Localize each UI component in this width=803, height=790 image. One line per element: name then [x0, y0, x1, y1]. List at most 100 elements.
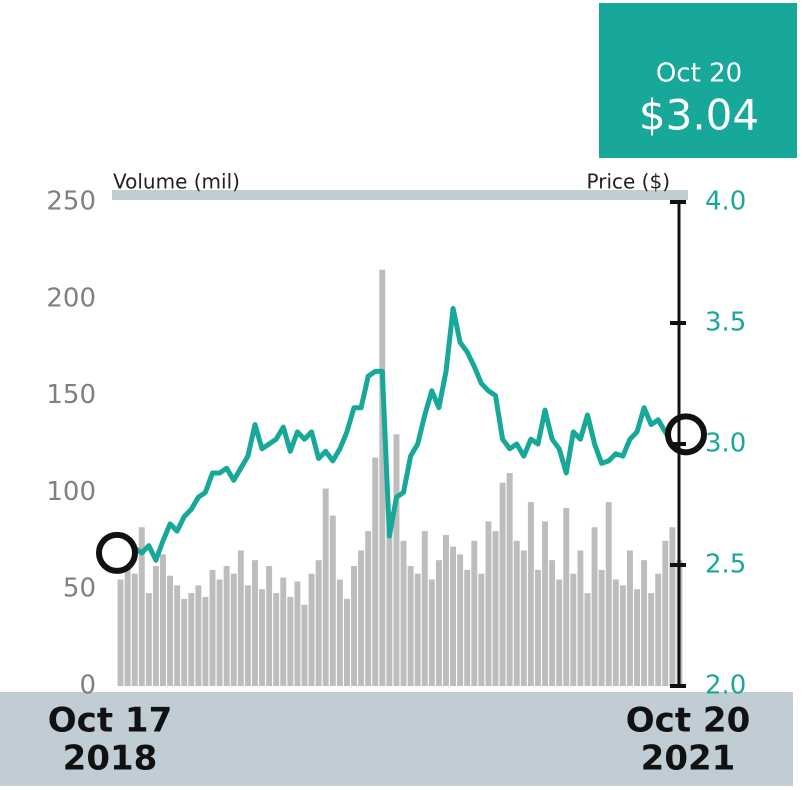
x-tick-label: Oct 20 [626, 701, 750, 741]
volume-bar [421, 531, 428, 686]
volume-bar [428, 579, 435, 686]
volume-bar [280, 577, 287, 686]
volume-bar [167, 575, 174, 686]
volume-bar [634, 589, 640, 686]
volume-bar [365, 531, 372, 686]
volume-bar [527, 502, 534, 686]
volume-bar [478, 573, 485, 686]
volume-bar [563, 507, 570, 686]
y-tick-label: 50 [63, 574, 96, 604]
volume-bar [584, 593, 591, 686]
volume-bar [435, 560, 442, 686]
volume-bar [648, 593, 655, 686]
volume-bar [400, 540, 407, 686]
volume-bar [407, 565, 414, 686]
volume-bar [372, 457, 379, 686]
volume-bar [513, 540, 520, 686]
volume-bar [152, 565, 159, 686]
y-tick-label: 0 [79, 671, 96, 701]
volume-bar [598, 569, 605, 686]
volume-bar [464, 569, 471, 686]
volume-bar [506, 473, 513, 686]
volume-bar [379, 269, 386, 686]
volume-bar [655, 573, 662, 686]
y2-axis-label: Price ($) [587, 170, 670, 194]
y-tick-label: 250 [46, 187, 96, 217]
y-tick-label: 100 [46, 477, 96, 507]
header-box [599, 3, 797, 158]
volume-bar [358, 550, 365, 686]
volume-bar [619, 585, 626, 686]
volume-bar [209, 569, 216, 686]
volume-bar [393, 434, 400, 686]
y2-tick-label: 3.5 [705, 308, 746, 338]
volume-bar [138, 527, 145, 686]
end-marker [96, 531, 138, 574]
y2-tick-label: 3.0 [705, 429, 746, 459]
volume-bar [492, 531, 499, 686]
volume-bar [315, 560, 322, 686]
x-tick-label: 2021 [641, 739, 736, 779]
volume-bar [329, 515, 336, 686]
volume-bar [450, 546, 457, 686]
volume-bar [542, 521, 549, 686]
volume-bar [124, 546, 131, 686]
volume-bar [195, 585, 202, 686]
y-tick-label: 200 [46, 283, 96, 313]
price-line [119, 306, 682, 563]
volume-bar [612, 579, 619, 686]
x-tick-label: 2018 [63, 739, 158, 779]
volume-bar [230, 573, 237, 686]
y-axis-label: Volume (mil) [113, 170, 240, 194]
volume-bar [549, 560, 556, 686]
volume-bar [485, 521, 492, 686]
volume-bar [336, 579, 343, 686]
header-price: $3.04 [639, 91, 759, 140]
volume-bar [556, 579, 563, 686]
volume-bar [626, 550, 633, 686]
volume-bar [287, 596, 294, 686]
volume-bar [343, 598, 350, 686]
volume-bar [237, 550, 244, 686]
plot [96, 269, 707, 686]
header-date: Oct 20 [656, 59, 742, 89]
volume-bar [322, 488, 329, 686]
y2-tick-label: 4.0 [705, 187, 746, 217]
y2-tick-label: 2.5 [705, 550, 746, 580]
volume-bar [351, 565, 357, 686]
volume-bar [591, 527, 598, 686]
volume-bar [188, 593, 195, 686]
volume-bar [117, 579, 124, 686]
volume-bar [641, 560, 648, 686]
volume-bar [471, 540, 478, 686]
volume-bar [259, 589, 266, 686]
volume-bar [662, 540, 669, 686]
volume-bar [273, 593, 280, 686]
x-tick-label: Oct 17 [48, 701, 172, 741]
volume-bar [308, 573, 315, 686]
volume-bar [386, 511, 393, 686]
volume-bar [251, 560, 258, 686]
bottom-band [0, 692, 793, 786]
y-tick-label: 150 [46, 380, 96, 410]
volume-bar [301, 604, 308, 686]
volume-bar [499, 482, 506, 686]
volume-bar [223, 565, 230, 686]
volume-bar [145, 593, 152, 686]
volume-bar [669, 527, 676, 686]
volume-bar [174, 585, 181, 686]
volume-bar [181, 598, 188, 686]
y2-tick-label: 2.0 [705, 671, 746, 701]
volume-bar [577, 550, 584, 686]
volume-bar [414, 573, 421, 686]
volume-bar [294, 581, 301, 686]
volume-bar [534, 569, 541, 686]
volume-bar [457, 554, 464, 686]
volume-bar [443, 534, 449, 686]
volume-bar [131, 573, 138, 686]
volume-bar [244, 585, 251, 686]
volume-bar [605, 502, 612, 686]
volume-bar [266, 565, 273, 686]
